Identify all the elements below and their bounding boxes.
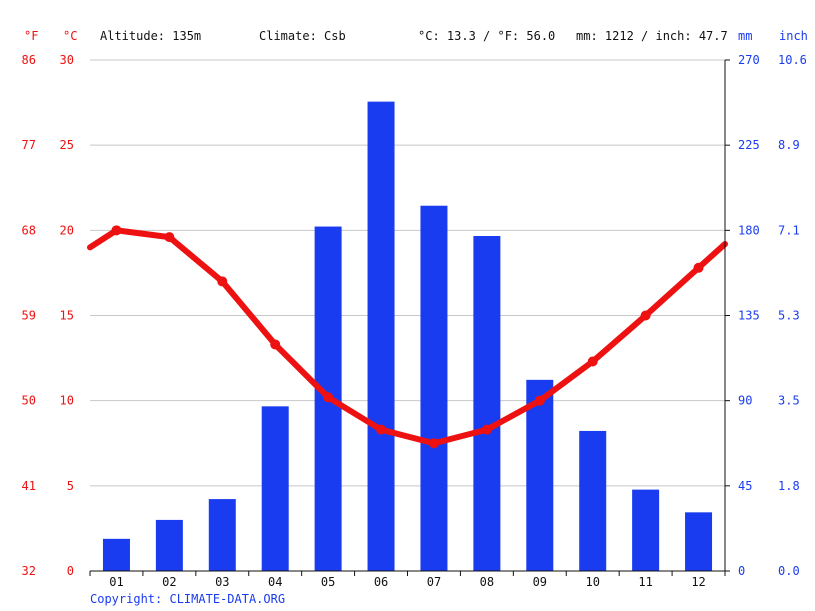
temperature-point (693, 262, 704, 273)
fahrenheit-tick-label: 41 (22, 479, 36, 493)
celsius-tick-label: 25 (60, 138, 74, 152)
fahrenheit-tick-label: 59 (22, 309, 36, 323)
inch-tick-label: 0.0 (778, 564, 800, 578)
month-label: 11 (638, 575, 652, 589)
celsius-tick-label: 0 (67, 564, 74, 578)
precipitation-bar (579, 430, 607, 571)
celsius-tick-label: 10 (60, 394, 74, 408)
inch-tick-label: 3.5 (778, 394, 800, 408)
celsius-tick-label: 5 (67, 479, 74, 493)
gridlines (90, 59, 725, 487)
temperature-point (164, 232, 175, 243)
mm-unit-label: mm (738, 29, 752, 43)
month-label: 08 (480, 575, 494, 589)
fahrenheit-unit-label: °F (24, 29, 38, 43)
temperature-point (323, 392, 334, 403)
altitude-label: Altitude: 135m (100, 29, 201, 43)
precipitation-bar (473, 236, 501, 571)
mm-tick-label: 45 (738, 479, 752, 493)
precipitation-bar (102, 538, 130, 571)
temperature-point (481, 424, 492, 435)
precipitation-bar (367, 101, 395, 572)
inch-tick-label: 10.6 (778, 53, 807, 67)
precipitation-bar (420, 205, 448, 572)
celsius-unit-label: °C (63, 29, 77, 43)
precipitation-bar (632, 489, 660, 571)
temperature-point (587, 356, 598, 367)
temperature-line-path (87, 227, 728, 447)
inch-tick-label: 8.9 (778, 138, 800, 152)
temperature-point (428, 438, 439, 449)
total-precipitation-label: mm: 1212 / inch: 47.7 (576, 29, 728, 43)
month-label: 01 (109, 575, 123, 589)
copyright-label: Copyright: CLIMATE-DATA.ORG (90, 592, 285, 606)
celsius-tick-label: 15 (60, 309, 74, 323)
axis-ticks: 32 0 0 0.0 41 5 45 1.8 50 10 90 3.5 59 15 135 5.3 68 20 18… (22, 53, 807, 589)
climate-label: Climate: Csb (259, 29, 346, 43)
mm-tick-label: 90 (738, 394, 752, 408)
mm-tick-label: 225 (738, 138, 760, 152)
precipitation-bar (208, 499, 236, 571)
month-label: 09 (533, 575, 547, 589)
temperature-line (87, 225, 728, 449)
average-temperature-label: °C: 13.3 / °F: 56.0 (418, 29, 555, 43)
celsius-tick-label: 30 (60, 53, 74, 67)
month-label: 05 (321, 575, 335, 589)
precipitation-bar (261, 406, 289, 571)
mm-tick-label: 180 (738, 223, 760, 237)
fahrenheit-tick-label: 86 (22, 53, 36, 67)
month-label: 07 (427, 575, 441, 589)
inch-tick-label: 1.8 (778, 479, 800, 493)
temperature-point (111, 225, 122, 236)
temperature-point (270, 339, 281, 350)
fahrenheit-tick-label: 68 (22, 223, 36, 237)
precipitation-bar (155, 519, 183, 571)
temperature-point (376, 424, 387, 435)
month-label: 04 (268, 575, 282, 589)
month-label: 10 (585, 575, 599, 589)
inch-tick-label: 7.1 (778, 223, 800, 237)
fahrenheit-tick-label: 50 (22, 394, 36, 408)
temperature-point (217, 276, 228, 287)
inch-unit-label: inch (779, 29, 808, 43)
inch-tick-label: 5.3 (778, 309, 800, 323)
month-label: 12 (691, 575, 705, 589)
temperature-point (534, 395, 545, 406)
precipitation-bar (526, 379, 554, 571)
month-label: 03 (215, 575, 229, 589)
temperature-point (640, 310, 651, 321)
fahrenheit-tick-label: 32 (22, 564, 36, 578)
month-label: 02 (162, 575, 176, 589)
fahrenheit-tick-label: 77 (22, 138, 36, 152)
precipitation-bar (685, 512, 713, 571)
celsius-tick-label: 20 (60, 223, 74, 237)
mm-tick-label: 270 (738, 53, 760, 67)
precipitation-bars (102, 101, 713, 572)
month-label: 06 (374, 575, 388, 589)
mm-tick-label: 135 (738, 309, 760, 323)
mm-tick-label: 0 (738, 564, 745, 578)
